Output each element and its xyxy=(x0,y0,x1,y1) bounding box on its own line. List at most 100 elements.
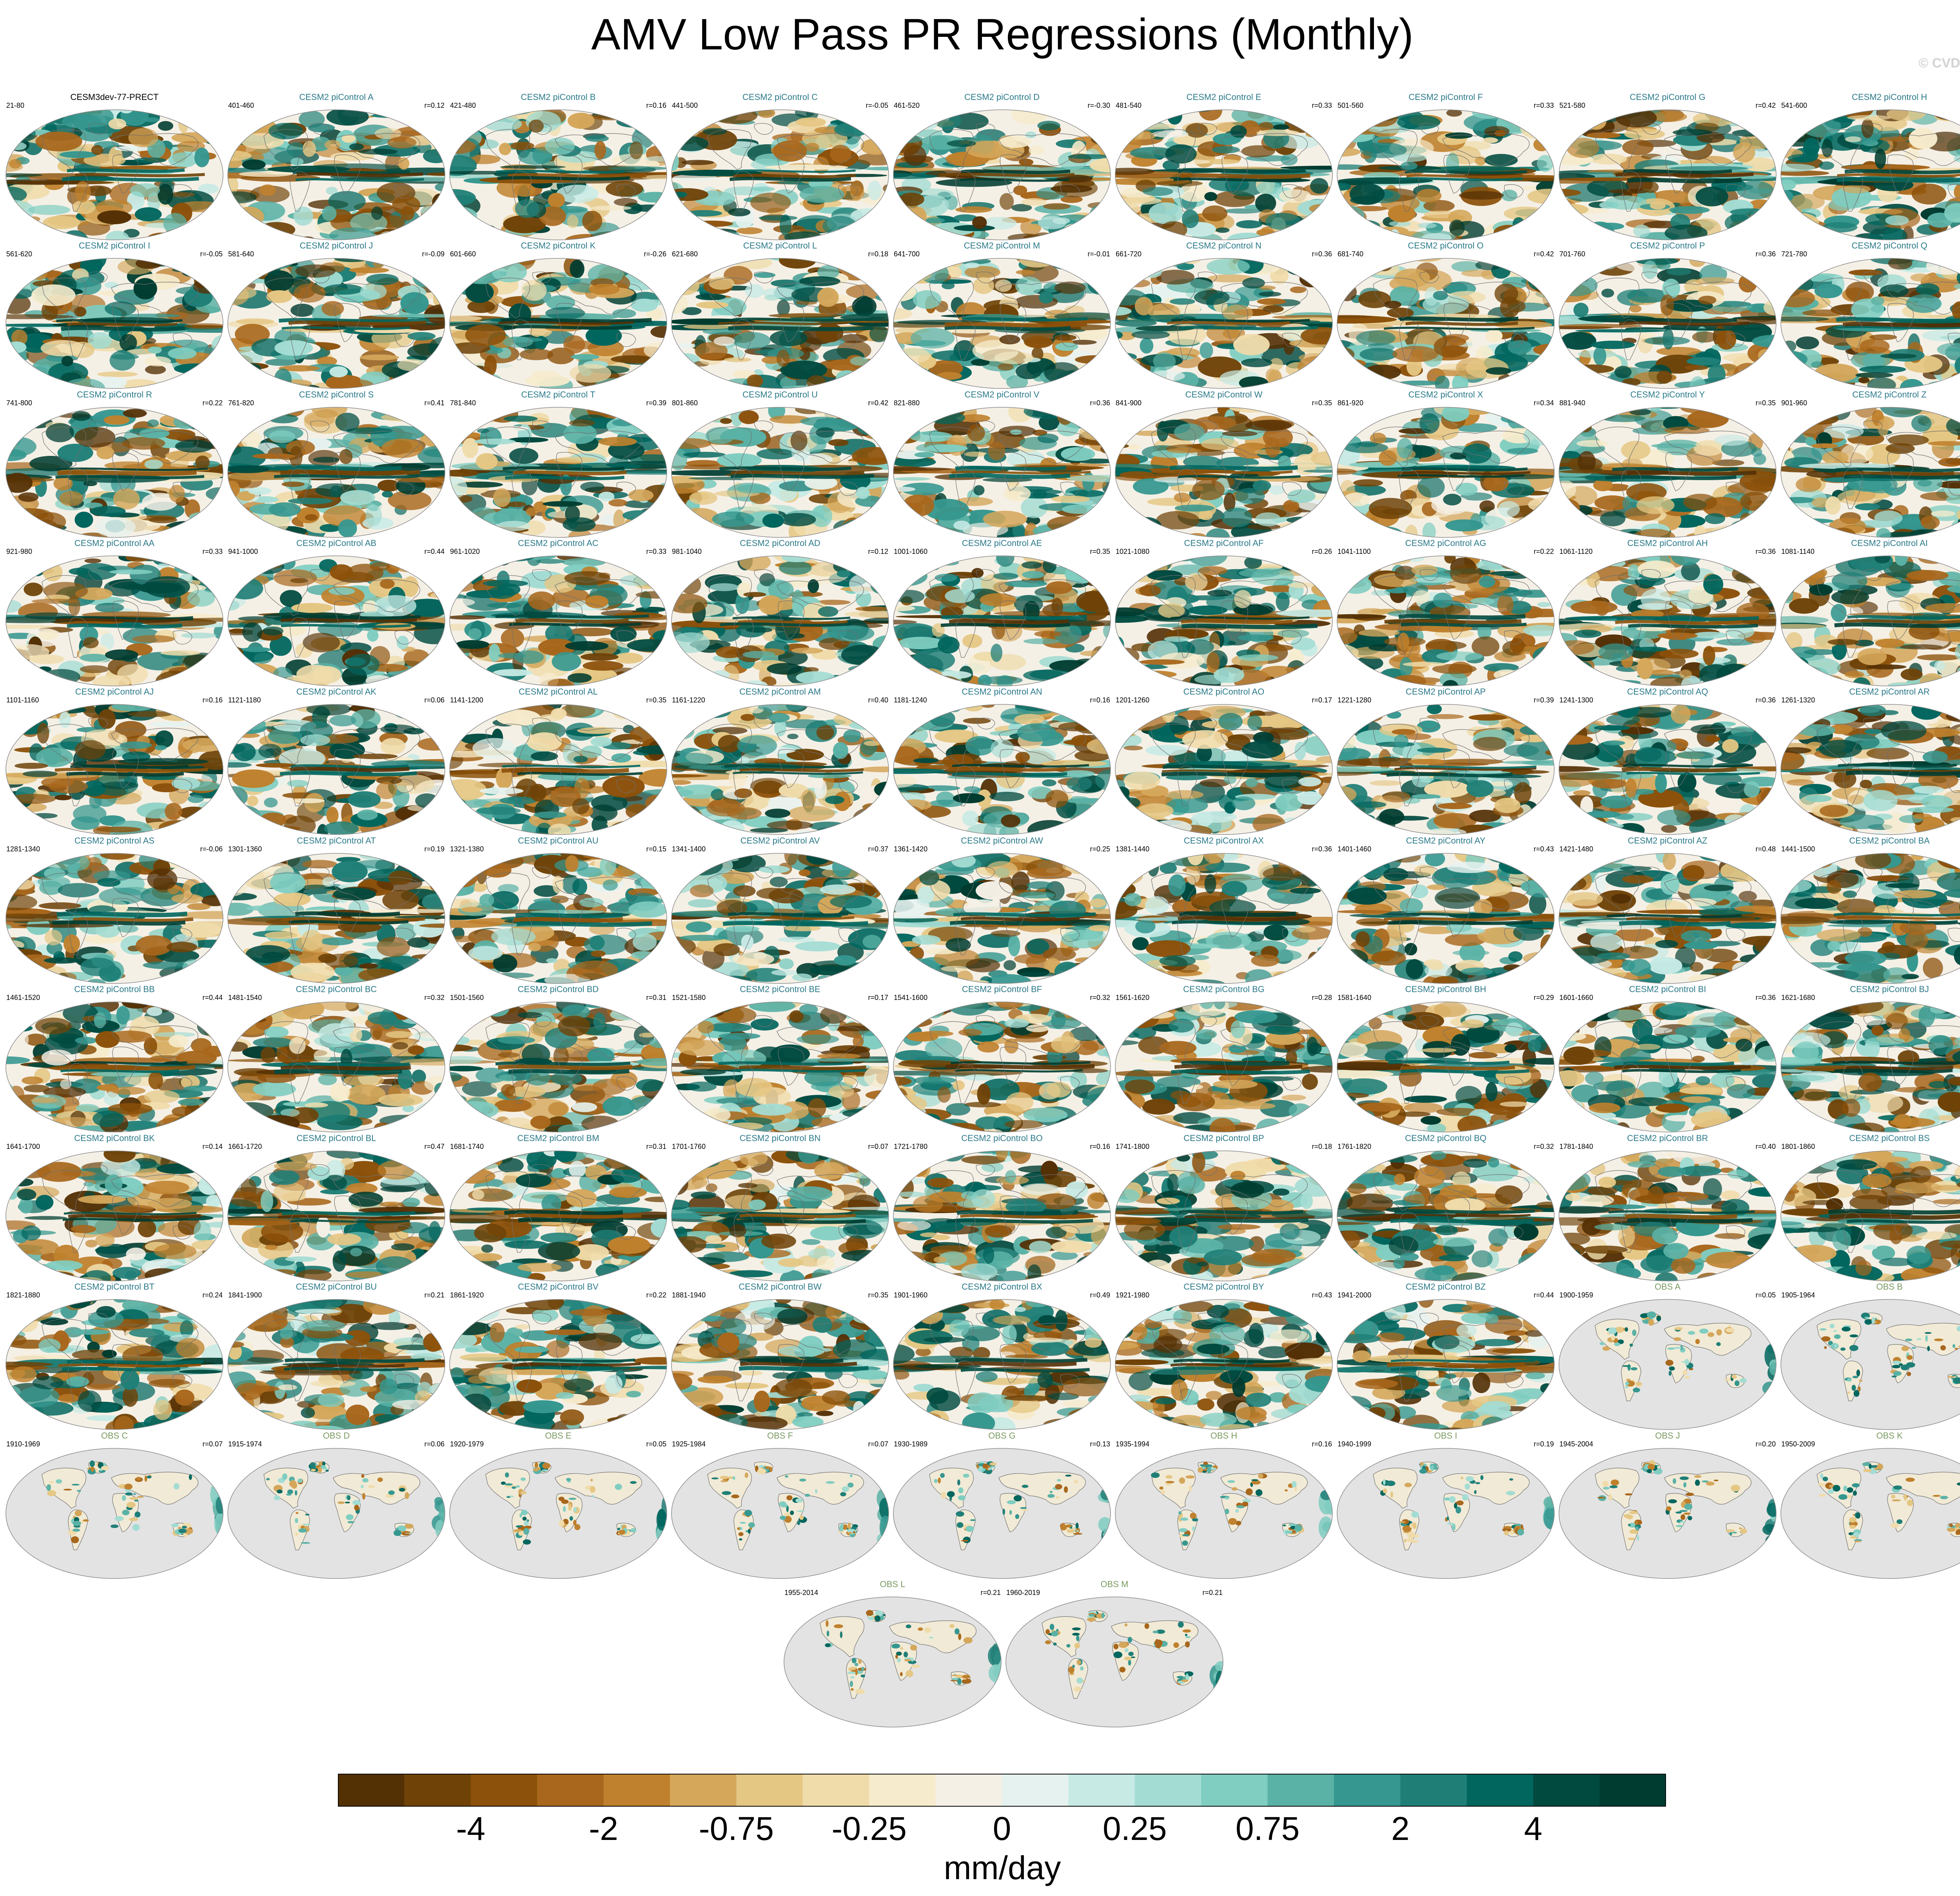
panel-correlation: r=0.19 xyxy=(424,845,445,853)
panel-title: CESM2 piControl Z xyxy=(1852,390,1927,399)
panel-correlation: r=0.22 xyxy=(1534,548,1554,555)
panel-years: 901-960 xyxy=(1781,399,1808,407)
panel-title: CESM2 piControl BK xyxy=(74,1133,155,1143)
panel-title: CESM2 piControl AD xyxy=(740,538,820,548)
panel-title: CESM2 piControl AN xyxy=(962,687,1042,697)
map-panel: OBS C 1910-1969 r=0.07 xyxy=(5,1431,224,1580)
panel-years: 1761-1820 xyxy=(1338,1143,1372,1150)
panel-years: 761-820 xyxy=(228,399,254,407)
map-panel: CESM2 piControl BB 1461-1520 r=0.44 xyxy=(5,984,224,1133)
panel-years: 1935-1994 xyxy=(1116,1440,1150,1448)
panel-map xyxy=(1115,704,1333,835)
panel-map xyxy=(671,1448,889,1579)
panel-years: 1945-2004 xyxy=(1559,1440,1593,1448)
panel-map xyxy=(449,258,667,389)
panel-map xyxy=(1559,1150,1777,1281)
panel-correlation: r=0.39 xyxy=(1534,696,1554,704)
panel-correlation: r=0.36 xyxy=(1755,548,1776,555)
panel-title: CESM2 piControl BS xyxy=(1849,1133,1930,1143)
panel-title: OBS K xyxy=(1876,1431,1903,1441)
panel-map xyxy=(1337,109,1555,240)
panel-title: CESM2 piControl AX xyxy=(1183,836,1264,845)
map-panel: CESM2 piControl AL 1141-1200 r=0.35 xyxy=(448,687,668,836)
panel-map xyxy=(227,258,445,389)
map-panel: CESM2 piControl AY 1401-1460 r=0.43 xyxy=(1336,836,1555,985)
panel-title: CESM2 piControl A xyxy=(299,92,374,102)
panel-title: CESM2 piControl G xyxy=(1630,92,1706,102)
panel-title: OBS D xyxy=(323,1431,350,1441)
panel-correlation: r=-0.26 xyxy=(644,250,666,258)
panel-map xyxy=(449,704,667,835)
panel-years: 1021-1080 xyxy=(1116,548,1150,555)
panel-map xyxy=(671,258,889,389)
panel-correlation: r=0.49 xyxy=(1090,1291,1110,1299)
panel-title: CESM2 piControl AW xyxy=(961,836,1043,845)
panel-title: CESM2 piControl BH xyxy=(1405,984,1486,994)
panel-title: CESM2 piControl BA xyxy=(1849,836,1930,845)
colorbar-swatch xyxy=(1400,1774,1467,1807)
map-panel: CESM2 piControl AO 1201-1260 r=0.17 xyxy=(1114,687,1334,836)
map-panel: OBS L 1955-2014 r=0.21 xyxy=(783,1579,1002,1728)
panel-title: OBS F xyxy=(767,1431,793,1441)
panel-correlation: r=0.16 xyxy=(202,696,223,704)
panel-correlation: r=0.21 xyxy=(424,1291,445,1299)
panel-title: CESM2 piControl BE xyxy=(740,984,820,994)
colorbar-swatch xyxy=(935,1774,1002,1807)
panel-map xyxy=(1780,704,1960,835)
panel-map xyxy=(1559,407,1777,538)
panel-title: CESM2 piControl BF xyxy=(962,984,1042,994)
map-panel: CESM2 piControl BQ 1761-1820 r=0.32 xyxy=(1336,1133,1555,1282)
panel-map xyxy=(1005,1597,1223,1727)
panel-title: OBS I xyxy=(1434,1431,1457,1441)
panel-correlation: r=0.15 xyxy=(646,845,666,853)
panel-map xyxy=(1115,1150,1333,1281)
panel-title: CESM2 piControl BW xyxy=(739,1282,822,1292)
panel-correlation: r=0.06 xyxy=(424,1440,445,1448)
map-panel: CESM2 piControl AJ 1101-1160 r=0.16 xyxy=(5,687,224,836)
panel-correlation: r=0.35 xyxy=(868,1291,888,1299)
panel-map xyxy=(1337,1448,1555,1579)
panel-years: 1221-1280 xyxy=(1338,696,1372,704)
map-panel: CESM2 piControl X 861-920 r=0.34 xyxy=(1336,390,1555,539)
panel-title: CESM2 piControl BQ xyxy=(1405,1133,1486,1143)
panel-years: 1900-1959 xyxy=(1559,1291,1593,1299)
map-panel: CESM2 piControl AH 1061-1120 r=0.36 xyxy=(1558,538,1777,687)
map-panel: CESM2 piControl V 821-880 r=0.36 xyxy=(892,390,1112,539)
panel-years: 1621-1680 xyxy=(1781,994,1815,1002)
panel-years: 701-760 xyxy=(1559,250,1586,258)
panel-correlation: r=0.12 xyxy=(424,102,445,109)
panel-years: 1301-1360 xyxy=(228,845,262,853)
map-panel: CESM2 piControl BR 1781-1840 r=0.40 xyxy=(1558,1133,1777,1282)
panel-correlation: r=-0.09 xyxy=(422,250,445,258)
panel-title: CESM2 piControl P xyxy=(1630,241,1705,250)
panel-map xyxy=(1780,1002,1960,1132)
panel-title: CESM2 piControl AG xyxy=(1405,538,1486,548)
panel-title: CESM2 piControl U xyxy=(742,390,818,399)
panel-correlation: r=-0.05 xyxy=(866,102,888,109)
panel-title: CESM2 piControl AR xyxy=(1849,687,1930,697)
panel-map xyxy=(5,407,223,538)
panel-title: CESM2 piControl AA xyxy=(74,538,155,548)
panel-correlation: r=0.42 xyxy=(868,399,888,407)
map-panel: CESM2 piControl O 681-740 r=0.42 xyxy=(1336,241,1555,390)
panel-correlation: r=0.42 xyxy=(1534,250,1554,258)
panel-title: CESM2 piControl BI xyxy=(1629,984,1706,994)
panel-years: 1521-1580 xyxy=(672,994,706,1002)
panel-years: 601-660 xyxy=(450,250,476,258)
panel-title: CESM2 piControl BC xyxy=(296,984,377,994)
map-panel: CESM2 piControl BY 1921-1980 r=0.43 xyxy=(1114,1282,1334,1431)
map-panel: OBS D 1915-1974 r=0.06 xyxy=(227,1431,446,1580)
panel-title: CESM2 piControl Y xyxy=(1630,390,1705,399)
panel-title: CESM2 piControl AM xyxy=(739,687,821,697)
panel-years: 481-540 xyxy=(1116,102,1142,109)
panel-title: CESM2 piControl C xyxy=(742,92,818,102)
map-panel: CESM2 piControl A 401-460 r=0.12 xyxy=(227,92,446,241)
panel-correlation: r=0.42 xyxy=(1755,102,1776,109)
map-panel: CESM2 piControl BM 1681-1740 r=0.31 xyxy=(448,1133,668,1282)
panel-years: 1801-1860 xyxy=(1781,1143,1815,1150)
colorbar-swatch xyxy=(1466,1774,1534,1807)
panel-years: 801-860 xyxy=(672,399,698,407)
panel-title: CESM2 piControl I xyxy=(78,241,151,250)
